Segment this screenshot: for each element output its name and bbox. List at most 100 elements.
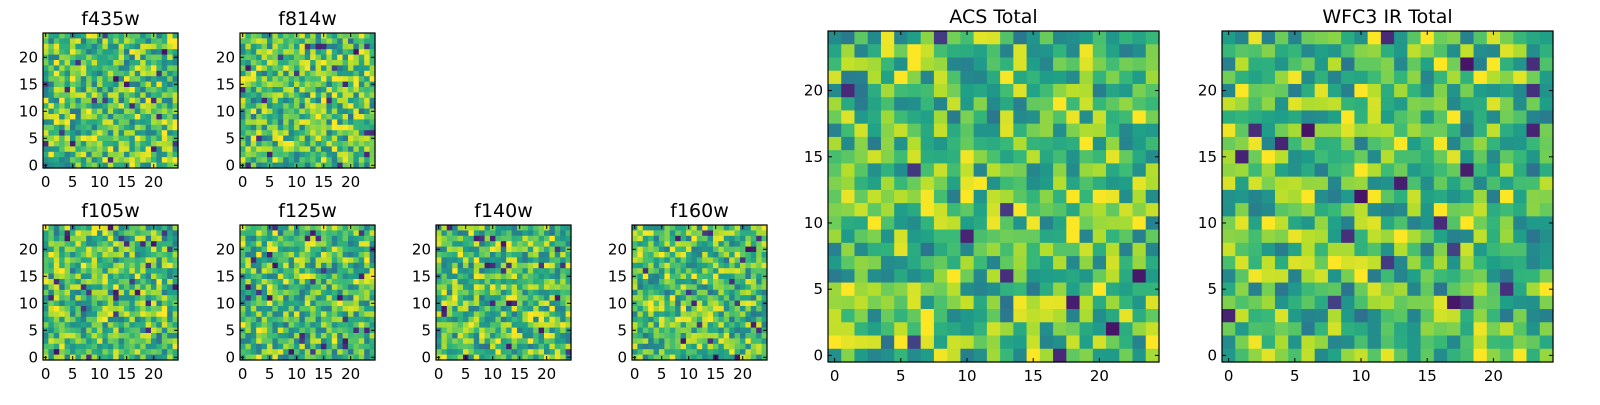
pixel-cell bbox=[881, 110, 895, 124]
pixel-cell bbox=[512, 236, 518, 242]
pixel-cell bbox=[299, 328, 305, 334]
pixel-cell bbox=[474, 230, 480, 236]
pixel-cell bbox=[1040, 57, 1054, 71]
pixel-cell bbox=[81, 119, 87, 125]
pixel-cell bbox=[113, 157, 119, 163]
pixel-cell bbox=[294, 87, 300, 93]
pixel-cell bbox=[75, 317, 81, 323]
pixel-cell bbox=[332, 98, 338, 104]
pixel-cell bbox=[167, 338, 173, 344]
pixel-cell bbox=[348, 241, 354, 247]
pixel-cell bbox=[458, 322, 464, 328]
pixel-cell bbox=[119, 311, 125, 317]
pixel-cell bbox=[894, 177, 908, 191]
pixel-cell bbox=[310, 92, 316, 98]
pixel-cell bbox=[691, 322, 697, 328]
pixel-cell bbox=[86, 92, 92, 98]
pixel-cell bbox=[691, 279, 697, 285]
pixel-cell bbox=[1248, 110, 1262, 124]
pixel-cell bbox=[59, 49, 65, 55]
pixel-cell bbox=[294, 344, 300, 350]
pixel-cell bbox=[299, 230, 305, 236]
pixel-cell bbox=[321, 338, 327, 344]
pixel-cell bbox=[353, 60, 359, 66]
pixel-cell bbox=[1460, 71, 1474, 85]
pixel-cell bbox=[1235, 110, 1249, 124]
pixel-cell bbox=[129, 125, 135, 131]
pixel-cell bbox=[343, 257, 349, 263]
pixel-cell bbox=[654, 241, 660, 247]
pixel-cell bbox=[1407, 150, 1421, 164]
pixel-cell bbox=[697, 241, 703, 247]
pixel-cell bbox=[675, 268, 681, 274]
pixel-cell bbox=[156, 322, 162, 328]
pixel-cell bbox=[643, 311, 649, 317]
pixel-cell bbox=[458, 252, 464, 258]
pixel-cell bbox=[119, 344, 125, 350]
pixel-cell bbox=[151, 136, 157, 142]
pixel-cell bbox=[278, 301, 284, 307]
pixel-cell bbox=[162, 38, 168, 44]
pixel-cell bbox=[907, 84, 921, 98]
pixel-cell bbox=[1275, 216, 1289, 230]
pixel-cell bbox=[458, 279, 464, 285]
pixel-cell bbox=[1093, 309, 1107, 323]
pixel-cell bbox=[140, 92, 146, 98]
pixel-cell bbox=[713, 290, 719, 296]
pixel-cell bbox=[686, 344, 692, 350]
pixel-cell bbox=[828, 97, 842, 111]
pixel-cell bbox=[54, 146, 60, 152]
pixel-cell bbox=[1093, 243, 1107, 257]
pixel-cell bbox=[1146, 336, 1160, 350]
pixel-cell bbox=[326, 328, 332, 334]
pixel-cell bbox=[54, 349, 60, 355]
pixel-cell bbox=[664, 333, 670, 339]
pixel-cell bbox=[108, 317, 114, 323]
pixel-cell bbox=[97, 241, 103, 247]
pixel-cell bbox=[113, 136, 119, 142]
pixel-cell bbox=[522, 263, 528, 269]
pixel-cell bbox=[447, 284, 453, 290]
pixel-cell bbox=[86, 82, 92, 88]
pixel-cell bbox=[841, 110, 855, 124]
pixel-cell bbox=[364, 71, 370, 77]
pixel-cell bbox=[729, 301, 735, 307]
pixel-cell bbox=[506, 225, 512, 231]
pixel-cell bbox=[1146, 71, 1160, 85]
pixel-cell bbox=[343, 290, 349, 296]
pixel-cell bbox=[97, 136, 103, 142]
pixel-cell bbox=[1527, 97, 1541, 111]
pixel-cell bbox=[974, 71, 988, 85]
pixel-grid bbox=[240, 225, 376, 361]
pixel-cell bbox=[828, 269, 842, 283]
pixel-cell bbox=[102, 38, 108, 44]
pixel-cell bbox=[162, 141, 168, 147]
pixel-cell bbox=[245, 268, 251, 274]
pixel-cell bbox=[162, 125, 168, 131]
pixel-cell bbox=[343, 152, 349, 158]
pixel-cell bbox=[272, 38, 278, 44]
pixel-cell bbox=[947, 336, 961, 350]
pixel-cell bbox=[934, 322, 948, 336]
pixel-cell bbox=[348, 157, 354, 163]
pixel-cell bbox=[708, 257, 714, 263]
pixel-cell bbox=[251, 279, 257, 285]
pixel-cell bbox=[447, 349, 453, 355]
pixel-cell bbox=[1315, 84, 1329, 98]
pixel-cell bbox=[1301, 97, 1315, 111]
pixel-cell bbox=[1000, 269, 1014, 283]
pixel-cell bbox=[1341, 216, 1355, 230]
pixel-cell bbox=[1080, 84, 1094, 98]
pixel-cell bbox=[283, 268, 289, 274]
pixel-cell bbox=[490, 268, 496, 274]
pixel-cell bbox=[1328, 177, 1342, 191]
pixel-cell bbox=[1513, 163, 1527, 177]
pixel-cell bbox=[289, 82, 295, 88]
pixel-cell bbox=[75, 33, 81, 39]
pixel-cell bbox=[907, 44, 921, 58]
pixel-cell bbox=[654, 290, 660, 296]
pixel-cell bbox=[643, 349, 649, 355]
pixel-cell bbox=[343, 322, 349, 328]
pixel-cell bbox=[1053, 57, 1067, 71]
pixel-cell bbox=[1080, 190, 1094, 204]
